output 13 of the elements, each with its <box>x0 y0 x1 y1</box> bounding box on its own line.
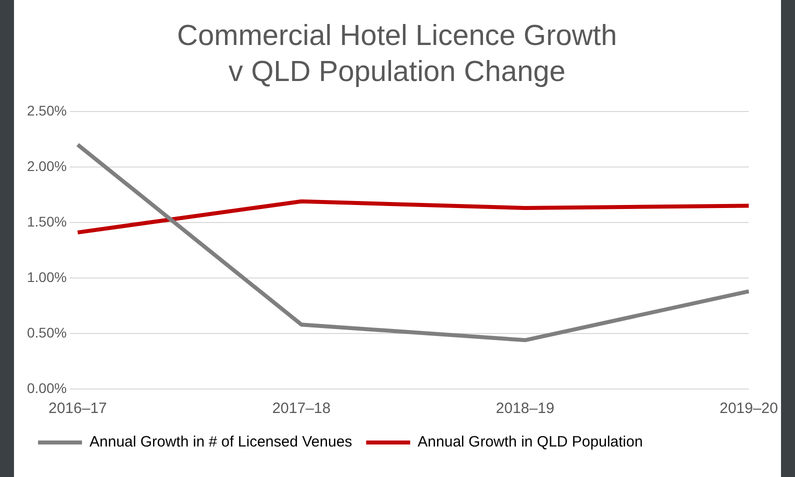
legend-label: Annual Growth in QLD Population <box>418 434 643 451</box>
x-tick-label: 2017–18 <box>272 400 331 418</box>
x-tick-label: 2018–19 <box>496 400 554 418</box>
y-tick-label: 1.00% <box>26 268 67 285</box>
x-tick-label: 2019–20 <box>720 400 778 418</box>
x-tick-label: 2016–17 <box>48 400 107 418</box>
y-tick-label: 2.50% <box>26 102 67 118</box>
chart-title: Commercial Hotel Licence Growth v QLD Population Change <box>177 19 617 90</box>
y-tick-label: 2.00% <box>26 158 67 174</box>
y-tick-label: 1.50% <box>26 213 67 230</box>
legend-label: Annual Growth in # of Licensed Venues <box>90 434 352 451</box>
y-tick-label: 0.50% <box>26 324 67 340</box>
y-tick-label: 0.00% <box>26 380 67 396</box>
